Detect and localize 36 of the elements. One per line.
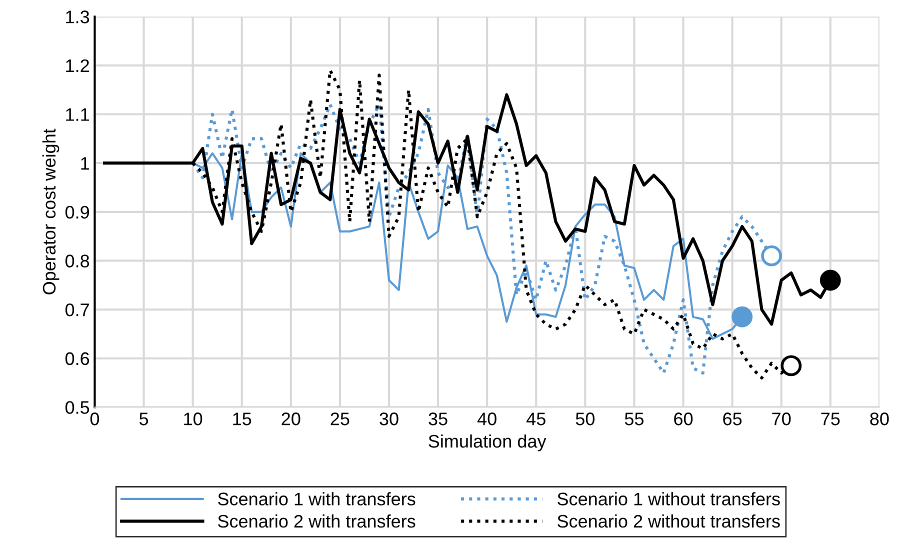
y-tick-label: 0.7 — [65, 303, 89, 316]
x-tick-label: 25 — [330, 412, 350, 426]
y-tick-label: 1.1 — [66, 108, 89, 121]
legend-label: Scenario 1 with transfers — [218, 492, 416, 506]
x-tick-label: 80 — [870, 412, 889, 426]
point — [732, 306, 753, 328]
x-tick-label: 10 — [184, 412, 202, 426]
point — [780, 355, 802, 376]
y-tick-label: 1.2 — [66, 59, 89, 72]
y-tick-label: 1 — [81, 157, 89, 170]
legend-label: Scenario 2 without transfers — [558, 514, 780, 528]
x-tick-label: 0 — [90, 412, 100, 426]
x-tick-label: 45 — [526, 412, 546, 426]
legend-label: Scenario 2 with transfers — [218, 514, 416, 528]
x-tick-label: 40 — [477, 412, 496, 426]
x-tick-label: 55 — [624, 412, 644, 426]
legend-label: Scenario 1 without transfers — [558, 492, 780, 506]
y-tick-label: 1.3 — [66, 10, 90, 24]
y-axis-title: Operator cost weight — [42, 128, 60, 294]
x-tick-label: 75 — [821, 412, 840, 426]
x-tick-label: 30 — [380, 412, 398, 426]
y-tick-label: 0.8 — [65, 254, 90, 268]
x-axis-title: Simulation day — [428, 434, 546, 452]
y-tick-label: 0.9 — [65, 206, 89, 219]
x-tick-label: 65 — [723, 412, 742, 426]
x-tick-label: 50 — [576, 412, 595, 426]
x-tick-label: 35 — [428, 412, 448, 426]
x-tick-label: 60 — [674, 412, 693, 426]
point — [761, 245, 782, 266]
x-tick-label: 15 — [233, 412, 252, 426]
x-tick-label: 20 — [282, 412, 300, 426]
x-tick-label: 5 — [139, 412, 148, 426]
point — [820, 270, 841, 291]
x-tick-label: 70 — [772, 412, 791, 426]
y-tick-label: 0.6 — [65, 352, 90, 366]
y-tick-label: 0.5 — [65, 401, 90, 414]
